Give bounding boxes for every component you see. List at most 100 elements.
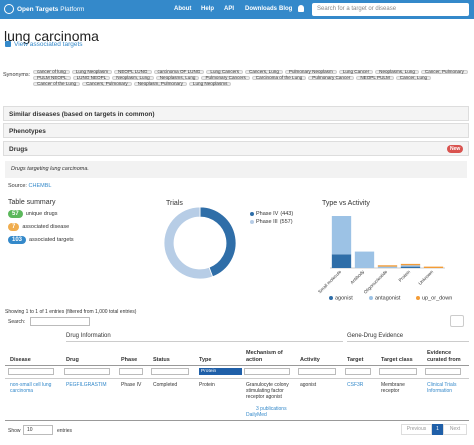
bar-segment [400,265,421,267]
synonym-list: cancer of lung Lung Neoplasm NEOPL LUNG car… [33,69,471,88]
count-badge: 7 [8,223,20,231]
synonym-tag[interactable]: NEOPL LUNG [114,69,152,74]
nav-item[interactable]: Blog [279,6,293,12]
synonym-tag[interactable]: Neoplasm, Lung [112,75,154,80]
synonym-tag[interactable]: Neoplasms, Lung [155,75,200,80]
page-title: lung carcinoma [4,28,99,44]
divider [66,341,343,342]
cell-link[interactable]: CSF3R [347,382,364,388]
column-filter[interactable] [244,368,290,375]
synonyms-label: Synonyms: [3,72,31,78]
bar-segment [423,266,444,268]
legend-marker [329,296,333,300]
synonym-tag[interactable]: Cancer, Pulmonary [420,69,468,74]
associated-targets-link[interactable]: View associated targets [14,41,83,48]
cell-link[interactable]: 3 publications [256,406,287,412]
synonym-tag[interactable]: Cancer of the Lung [33,81,81,86]
source-link[interactable]: CHEMBL [28,183,52,189]
column-header[interactable]: Evidence curated from [427,350,461,363]
column-header[interactable]: Mechanism of action [246,350,283,363]
cell: Phase IV [121,382,142,388]
synonym-tag[interactable]: Pulmonary Cancer [308,75,355,80]
cell-link[interactable]: non-small cell lung carcinoma [10,382,52,394]
column-filter[interactable] [345,368,371,375]
synonym-tag[interactable]: NEOPL PULM [356,75,394,80]
column-header[interactable]: Target class [381,356,413,363]
column-filter[interactable] [64,368,110,375]
page-size-select[interactable]: 10 [23,425,53,435]
logo[interactable]: Open Targets Platform [17,6,84,13]
nav-item[interactable]: Help [201,6,215,12]
table-search[interactable] [30,317,90,326]
nav-item[interactable]: Downloads [245,6,278,12]
entries-label: entries [57,428,73,434]
synonym-tag[interactable]: Lung Neoplasms [188,81,232,86]
column-filter[interactable] [425,368,461,375]
legend-marker [250,212,254,216]
cell: Granulocyte colony stimulating factor re… [246,382,289,400]
cell: Membrane receptor [381,382,405,394]
column-filter[interactable] [8,368,54,375]
bar-segment [331,216,352,255]
logo-text: Open Targets [17,6,59,13]
synonym-tag[interactable]: cancer of lung [33,69,70,74]
legend-marker [250,220,254,224]
synonym-tag[interactable]: Neoplasm, Pulmonary [133,81,187,86]
prev-button[interactable]: Previous [401,424,432,435]
x-tick-label: Protein [398,269,412,283]
synonym-tag[interactable]: PULM NEOPL [33,75,71,80]
nav-item[interactable]: About [174,6,192,12]
download-button[interactable] [450,315,464,327]
column-header[interactable]: Drug [66,356,79,363]
x-tick-label: Small molecule [317,269,342,294]
cell-link[interactable]: DailyMed [246,412,267,418]
column-header[interactable]: Target [347,356,364,363]
x-tick-label: Oligonucleotide [363,269,389,295]
synonym-tag[interactable]: carcinoma OF LUNG [153,69,205,74]
synonym-tag[interactable]: Cancer, Lung [395,75,432,80]
cell-link[interactable]: PEGFILGRASTIM [66,382,107,388]
synonym-tag[interactable]: Cancers, Lung [245,69,283,74]
synonym-tag[interactable]: Cancers, Pulmonary [82,81,132,86]
synonym-tag[interactable]: Lung Neoplasm [71,69,113,74]
legend-value: (443) [280,211,293,217]
section-header[interactable]: Drugs [3,141,469,156]
column-header[interactable]: Type [199,356,212,363]
column-group: Drug Information [66,333,111,339]
column-header[interactable]: Status [153,356,170,363]
table-info: Showing 1 to 1 of 1 entries (filtered fr… [5,309,137,315]
bell-icon[interactable] [298,5,304,12]
divider [5,420,469,421]
synonym-tag[interactable]: Carcinoma of the Lung [251,75,307,80]
synonym-tag[interactable]: Neoplasms, Lung [375,69,419,74]
synonym-tag[interactable]: LUNG NEOPL [72,75,111,80]
section-header[interactable]: Phenotypes [3,123,469,138]
section-header[interactable]: Similar diseases (based on targets in co… [3,106,469,121]
type-filter[interactable]: Protein [199,368,242,375]
column-filter[interactable] [298,368,336,375]
cell-link[interactable]: Clinical Trials Information [427,382,457,394]
source-label: Source: [8,183,27,189]
legend-entry: antagonist [375,295,401,301]
column-header[interactable]: Phase [121,356,138,363]
next-button[interactable]: Next [443,424,467,435]
search-box[interactable]: Search for a target or disease [312,3,469,16]
page-button[interactable]: 1 [432,424,443,435]
column-filter[interactable] [379,368,417,375]
synonym-tag[interactable]: Pulmonary Cancers [201,75,250,80]
bar-segment [377,265,398,267]
new-badge: New [447,145,464,153]
column-filter[interactable] [119,368,143,375]
synonym-tag[interactable]: Lung Cancer [338,69,374,74]
column-header[interactable]: Activity [300,356,320,363]
column-header[interactable]: Disease [10,356,31,363]
column-filter[interactable] [151,368,189,375]
summary-label: unique drugs [25,211,58,217]
synonym-tag[interactable]: Pulmonary Neoplasm [284,69,337,74]
legend-entry: up_or_down [422,295,452,301]
bar-segment [331,254,352,268]
nav-item[interactable]: API [224,6,235,12]
synonym-tag[interactable]: Lung Cancers [206,69,243,74]
